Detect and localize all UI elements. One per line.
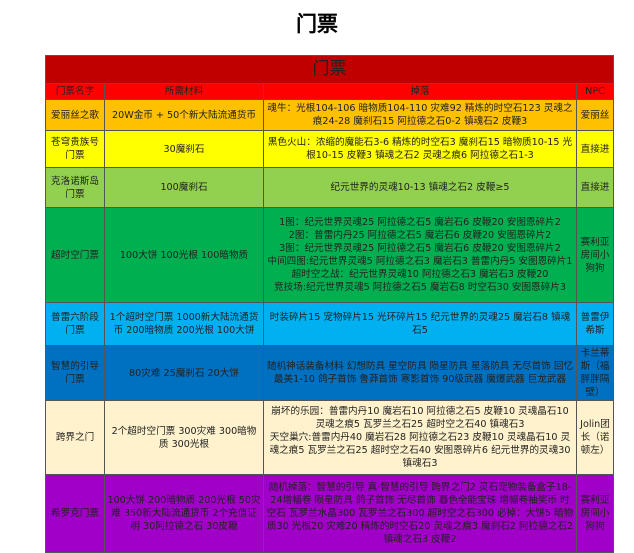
table-row: 克洛诺斯岛门票 100魔刹石 纪元世界的灵魂10-13 镇魂之石2 皮鞭≥5 直接进 bbox=[45, 167, 614, 208]
ticket-name-cell: 跨界之门 bbox=[45, 400, 105, 475]
materials-cell: 1个超时空门票 1000新大陆流通货币 200暗物质 200光根 100大饼 bbox=[104, 302, 264, 346]
drops-cell: 1图：纪元世界灵魂25 阿拉德之石5 魔岩石6 皮鞭20 安图恩碎片2 2图：普… bbox=[263, 207, 577, 303]
npc-cell: 赛利亚房间小狗狗 bbox=[576, 207, 614, 303]
drops-cell: 时装碎片15 宠物碎片15 光环碎片15 纪元世界的灵魂25 魔岩石8 镇魂石5 bbox=[263, 302, 577, 346]
materials-cell: 30魔刹石 bbox=[104, 130, 264, 168]
page-title: 门票 bbox=[296, 11, 338, 36]
table-row: 爱丽丝之歌 20W金币 + 50个新大陆流通货币 魂牛：光根104-106 暗物质1… bbox=[45, 99, 614, 131]
header-drops: 掉落 bbox=[263, 83, 577, 100]
ticket-table: 门票 门票名字 所需材料 掉落 NPC 爱丽丝之歌 20W金币 + 50个新大陆流… bbox=[45, 55, 614, 553]
drops-cell: 随机掉落：智慧的引导 真·智慧的引导 跨界之门2 灵石宠物装备盒子18-24增幅… bbox=[263, 474, 577, 553]
table-row: 超时空门票 100大饼 100光根 100暗物质 1图：纪元世界灵魂25 阿拉德之石… bbox=[45, 207, 614, 303]
drops-cell: 随机神话装备材料 幻想防具 星空防具 陨星防具 星落防具 无尽首饰 回忆最美1-… bbox=[263, 345, 577, 401]
table-row: 跨界之门 2个超时空门票 300灾难 300暗物质 300光根 崩坏的乐园：普雷内丹… bbox=[45, 400, 614, 475]
table-title: 门票 bbox=[45, 55, 614, 84]
npc-cell: 直接进 bbox=[576, 130, 614, 168]
table-title-row: 门票 bbox=[45, 55, 614, 84]
ticket-name-cell: 克洛诺斯岛门票 bbox=[45, 167, 105, 208]
ticket-name-cell: 普雷六阶段门票 bbox=[45, 302, 105, 346]
table-row: 智慧的引导门票 80灾难 25魔刹石 20大饼 随机神话装备材料 幻想防具 星空防具… bbox=[45, 345, 614, 401]
npc-cell: 普雷伊希斯 bbox=[576, 302, 614, 346]
header-materials: 所需材料 bbox=[104, 83, 264, 100]
drops-cell: 魂牛：光根104-106 暗物质104-110 灾难92 精炼的时空石123 灵… bbox=[263, 99, 577, 131]
table-row: 希罗克门票 100大饼 200暗物质 200光根 50灾难 350新大陆流通货币 … bbox=[45, 474, 614, 553]
npc-cell: 卡兰蒂斯（福胖胖隔壁） bbox=[576, 345, 614, 401]
header-row: 门票名字 所需材料 掉落 NPC bbox=[45, 83, 614, 100]
materials-cell: 100魔刹石 bbox=[104, 167, 264, 208]
materials-cell: 100大饼 100光根 100暗物质 bbox=[104, 207, 264, 303]
drops-cell: 崩坏的乐园：普雷内丹10 魔岩石10 阿拉德之石5 皮鞭10 灵魂晶石10 灵魂… bbox=[263, 400, 577, 475]
ticket-name-cell: 希罗克门票 bbox=[45, 474, 105, 553]
header-npc: NPC bbox=[576, 83, 614, 100]
ticket-name-cell: 超时空门票 bbox=[45, 207, 105, 303]
npc-cell: 爱丽丝 bbox=[576, 99, 614, 131]
materials-cell: 20W金币 + 50个新大陆流通货币 bbox=[104, 99, 264, 131]
drops-cell: 黑色火山：浓缩的魔能石3-6 精炼的时空石3 魔刹石15 暗物质10-15 光根… bbox=[263, 130, 577, 168]
ticket-name-cell: 智慧的引导门票 bbox=[45, 345, 105, 401]
npc-cell: 赛利亚房间小狗狗 bbox=[576, 474, 614, 553]
materials-cell: 80灾难 25魔刹石 20大饼 bbox=[104, 345, 264, 401]
ticket-name-cell: 爱丽丝之歌 bbox=[45, 99, 105, 131]
table-row: 普雷六阶段门票 1个超时空门票 1000新大陆流通货币 200暗物质 200光根 … bbox=[45, 302, 614, 346]
npc-cell: 直接进 bbox=[576, 167, 614, 208]
table-row: 苍穹贵族号门票 30魔刹石 黑色火山：浓缩的魔能石3-6 精炼的时空石3 魔刹石15… bbox=[45, 130, 614, 168]
ticket-name-cell: 苍穹贵族号门票 bbox=[45, 130, 105, 168]
header-name: 门票名字 bbox=[45, 83, 105, 100]
npc-cell: Jolin团长（诺顿左） bbox=[576, 400, 614, 475]
materials-cell: 2个超时空门票 300灾难 300暗物质 300光根 bbox=[104, 400, 264, 475]
drops-cell: 纪元世界的灵魂10-13 镇魂之石2 皮鞭≥5 bbox=[263, 167, 577, 208]
materials-cell: 100大饼 200暗物质 200光根 50灾难 350新大陆流通货币 2个充值证… bbox=[104, 474, 264, 553]
